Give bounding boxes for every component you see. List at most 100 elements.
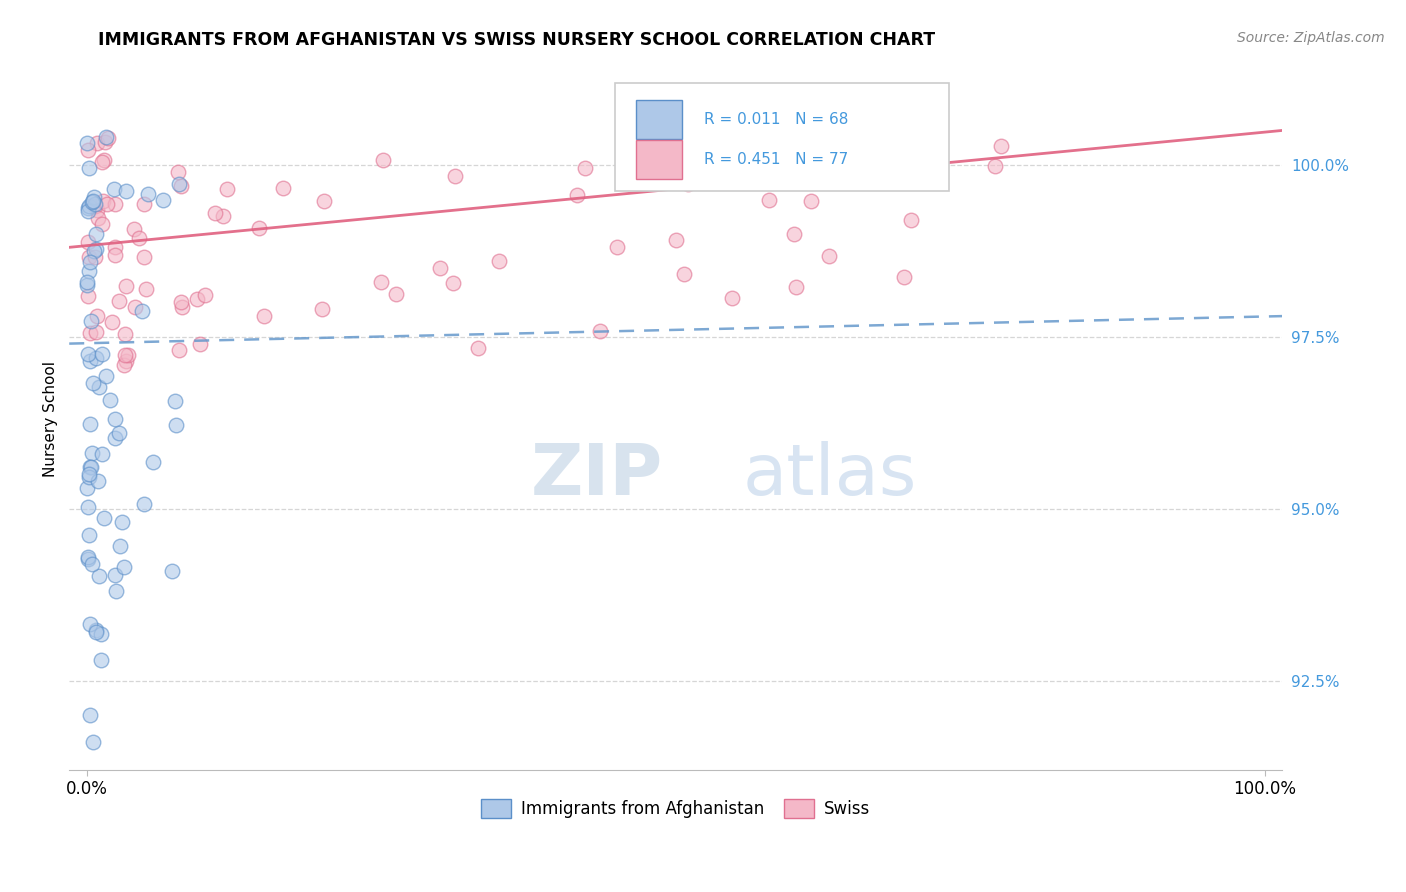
Point [429, 260, 451, 275]
Point [83, 190, 105, 204]
Text: IMMIGRANTS FROM AFGHANISTAN VS SWISS NURSERY SCHOOL CORRELATION CHART: IMMIGRANTS FROM AFGHANISTAN VS SWISS NUR… [98, 31, 935, 49]
Point [77, 199, 100, 213]
Point [79, 460, 101, 475]
Point [606, 240, 628, 254]
Point [82, 735, 104, 749]
Point [90, 217, 112, 231]
Point [94, 130, 117, 145]
Point [142, 454, 165, 468]
Point [134, 250, 156, 264]
Point [79, 254, 101, 268]
Point [785, 279, 807, 293]
Point [112, 358, 135, 372]
Text: R = 0.451   N = 77: R = 0.451 N = 77 [704, 153, 848, 167]
Point [76, 136, 98, 151]
Point [80, 314, 103, 328]
Point [93, 511, 115, 525]
Point [990, 139, 1012, 153]
Point [665, 234, 688, 248]
Point [163, 393, 186, 408]
Point [84, 242, 107, 256]
Point [77, 161, 100, 175]
Point [589, 324, 612, 338]
Point [188, 337, 211, 351]
Point [84, 199, 107, 213]
Point [124, 222, 146, 236]
Point [80, 557, 103, 571]
Point [900, 212, 922, 227]
Point [93, 153, 115, 167]
Point [721, 292, 744, 306]
Point [104, 240, 127, 254]
Point [115, 279, 138, 293]
Point [98, 393, 121, 408]
Point [76, 481, 98, 495]
Point [131, 304, 153, 318]
Point [117, 348, 139, 362]
Point [97, 131, 120, 145]
Point [194, 288, 217, 302]
Point [87, 474, 110, 488]
Point [82, 446, 104, 460]
Y-axis label: Nursery School: Nursery School [44, 361, 58, 477]
Point [77, 549, 100, 564]
Point [83, 250, 105, 264]
Point [87, 569, 110, 583]
Point [114, 184, 136, 198]
Point [84, 227, 107, 241]
Point [84, 196, 107, 211]
Text: atlas: atlas [742, 441, 917, 510]
Point [312, 194, 335, 208]
Point [76, 500, 98, 514]
Point [90, 627, 112, 641]
Point [79, 617, 101, 632]
Point [86, 136, 108, 150]
Point [167, 343, 190, 357]
Point [170, 295, 193, 310]
Point [107, 293, 129, 308]
Point [77, 204, 100, 219]
Point [77, 143, 100, 157]
Point [132, 497, 155, 511]
Point [91, 194, 114, 208]
Point [385, 286, 408, 301]
Point [91, 155, 114, 169]
Text: R = 0.011   N = 68: R = 0.011 N = 68 [704, 112, 848, 128]
Point [104, 431, 127, 445]
Point [79, 417, 101, 431]
Point [94, 369, 117, 384]
Point [444, 169, 467, 184]
Point [128, 231, 150, 245]
Point [82, 376, 104, 391]
Point [77, 264, 100, 278]
Point [105, 584, 128, 599]
Point [212, 209, 235, 223]
Point [186, 292, 208, 306]
Text: Source: ZipAtlas.com: Source: ZipAtlas.com [1237, 31, 1385, 45]
Point [100, 315, 122, 329]
Point [79, 326, 101, 340]
Legend: Immigrants from Afghanistan, Swiss: Immigrants from Afghanistan, Swiss [474, 792, 877, 825]
Point [79, 353, 101, 368]
Point [676, 177, 699, 191]
Point [96, 197, 118, 211]
Point [77, 289, 100, 303]
Point [77, 467, 100, 482]
Point [373, 153, 395, 167]
Point [84, 624, 107, 638]
Point [87, 211, 110, 225]
Point [172, 300, 194, 314]
Point [758, 193, 780, 207]
Bar [636, 140, 682, 179]
Point [86, 625, 108, 640]
Point [89, 380, 111, 394]
Point [80, 460, 103, 475]
Point [77, 528, 100, 542]
Point [104, 568, 127, 582]
Point [77, 469, 100, 483]
Point [103, 182, 125, 196]
Point [104, 411, 127, 425]
Point [170, 179, 193, 194]
Point [77, 250, 100, 264]
Point [76, 347, 98, 361]
